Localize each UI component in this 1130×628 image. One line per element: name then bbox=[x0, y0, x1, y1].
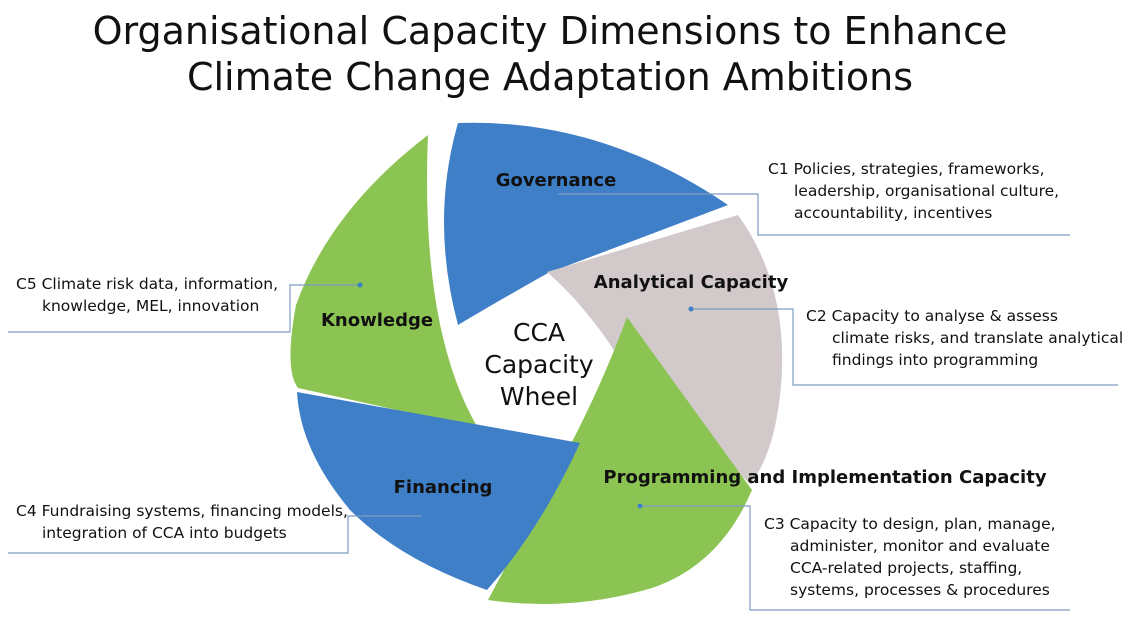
description-c5-line-2: knowledge, MEL, innovation bbox=[42, 297, 260, 315]
center-label-line-1: CCA bbox=[513, 318, 565, 347]
description-c2-line-1: C2 Capacity to analyse & assess bbox=[806, 307, 1058, 325]
description-c4-line-2: integration of CCA into budgets bbox=[42, 524, 287, 542]
description-c1-line-2: leadership, organisational culture, bbox=[794, 182, 1060, 200]
connector-dot-c1 bbox=[553, 191, 559, 197]
connector-c4 bbox=[8, 515, 424, 554]
segment-analytical bbox=[547, 215, 783, 484]
segment-knowledge bbox=[290, 135, 478, 428]
center-label-line-3: Wheel bbox=[500, 382, 578, 411]
segment-label-financing: Financing bbox=[394, 477, 493, 498]
connector-dot-c3 bbox=[637, 503, 643, 509]
description-c5: C5 Climate risk data, information, knowl… bbox=[16, 273, 278, 317]
description-c2-line-2: climate risks, and translate analytical bbox=[832, 329, 1124, 347]
description-c2-line-3: findings into programming bbox=[832, 351, 1039, 369]
title-line-1: Organisational Capacity Dimensions to En… bbox=[92, 9, 1008, 53]
center-label-line-2: Capacity bbox=[484, 350, 593, 379]
description-c3-line-1: C3 Capacity to design, plan, manage, bbox=[764, 515, 1056, 533]
description-c4-line-1: C4 Fundraising systems, financing models… bbox=[16, 502, 348, 520]
connectors bbox=[8, 193, 1118, 611]
segment-label-programming: Programming and Implementation Capacity bbox=[603, 467, 1046, 488]
description-c3-line-3: CCA-related projects, staffing, bbox=[790, 559, 1023, 577]
connector-c3 bbox=[640, 505, 1070, 611]
connector-c2 bbox=[691, 308, 1118, 386]
segment-label-governance: Governance bbox=[496, 170, 617, 191]
description-c1-line-1: C1 Policies, strategies, frameworks, bbox=[768, 160, 1045, 178]
connector-dot-c4 bbox=[421, 513, 427, 519]
connector-dots bbox=[357, 191, 694, 519]
segment-label-analytical: Analytical Capacity bbox=[594, 272, 789, 293]
description-c1: C1 Policies, strategies, frameworks, lea… bbox=[768, 158, 1059, 224]
segment-programming bbox=[488, 317, 752, 604]
segment-label-knowledge: Knowledge bbox=[321, 310, 433, 331]
diagram-title: Organisational Capacity Dimensions to En… bbox=[0, 8, 1100, 100]
connector-c5 bbox=[8, 284, 360, 333]
description-c3: C3 Capacity to design, plan, manage, adm… bbox=[764, 513, 1056, 601]
segment-governance bbox=[444, 122, 728, 325]
description-c4: C4 Fundraising systems, financing models… bbox=[16, 500, 348, 544]
connector-c1 bbox=[556, 193, 1070, 236]
connector-dot-c5 bbox=[357, 282, 363, 288]
description-c2: C2 Capacity to analyse & assess climate … bbox=[806, 305, 1123, 371]
description-c3-line-2: administer, monitor and evaluate bbox=[790, 537, 1050, 555]
description-c5-line-1: C5 Climate risk data, information, bbox=[16, 275, 278, 293]
segment-financing bbox=[297, 392, 580, 590]
connector-dot-c2 bbox=[688, 306, 694, 312]
description-c1-line-3: accountability, incentives bbox=[794, 204, 993, 222]
title-line-2: Climate Change Adaptation Ambitions bbox=[186, 55, 914, 99]
description-c3-line-4: systems, processes & procedures bbox=[790, 581, 1050, 599]
